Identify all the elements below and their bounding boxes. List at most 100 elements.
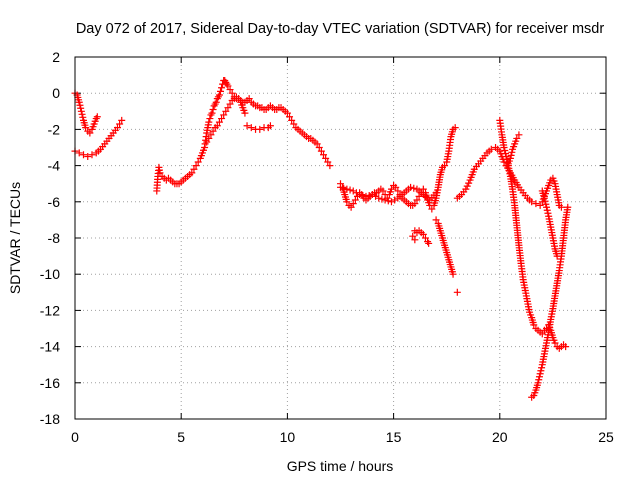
data-point	[356, 191, 364, 199]
data-point	[207, 131, 215, 139]
data-point	[541, 197, 549, 205]
data-point	[215, 91, 223, 99]
data-point	[502, 153, 510, 161]
data-point	[86, 129, 94, 137]
series-arc-2	[71, 116, 126, 161]
data-point	[266, 122, 274, 130]
data-point	[538, 364, 546, 372]
data-point	[209, 105, 217, 113]
data-point	[421, 234, 429, 242]
data-point	[194, 158, 202, 166]
x-tick-label: 5	[177, 429, 185, 445]
data-point	[540, 194, 548, 202]
data-point	[77, 107, 85, 115]
data-point	[503, 156, 511, 164]
data-point	[208, 109, 216, 117]
data-point	[218, 115, 226, 123]
data-point	[343, 185, 351, 193]
data-point	[394, 187, 402, 195]
data-point	[537, 367, 545, 375]
data-point	[77, 104, 85, 112]
data-point	[243, 122, 251, 130]
y-tick-label: -4	[48, 158, 61, 174]
data-point	[362, 192, 370, 200]
data-point	[118, 116, 126, 124]
data-point	[228, 89, 236, 97]
data-point	[347, 203, 355, 211]
data-point	[224, 104, 232, 112]
data-point	[409, 232, 417, 240]
data-point	[241, 109, 249, 117]
series-arc-16	[545, 321, 570, 352]
data-point	[346, 186, 354, 194]
data-point	[557, 203, 565, 211]
data-point	[222, 107, 230, 115]
data-point	[116, 120, 124, 128]
y-tick-label: -6	[48, 194, 61, 210]
data-point	[542, 200, 550, 208]
data-point	[562, 343, 570, 351]
series-arc-7	[337, 183, 440, 206]
data-points	[71, 77, 572, 401]
series-arc-13	[496, 116, 551, 338]
series-arc-4	[203, 93, 249, 146]
y-tick-label: -12	[40, 302, 60, 318]
data-point	[392, 183, 400, 191]
data-point	[283, 109, 291, 117]
data-point	[88, 151, 96, 159]
data-point	[313, 140, 321, 148]
data-point	[212, 98, 220, 106]
data-point	[536, 370, 544, 378]
data-point	[453, 288, 461, 296]
data-point	[256, 125, 264, 133]
data-point	[247, 124, 255, 132]
data-point	[216, 87, 224, 95]
data-point	[79, 113, 87, 121]
data-point	[465, 179, 473, 187]
data-point	[215, 118, 223, 126]
series-arc-5	[243, 122, 274, 133]
chart-title: Day 072 of 2017, Sidereal Day-to-day VTE…	[76, 21, 605, 37]
data-point	[413, 196, 421, 204]
data-point	[205, 134, 213, 142]
data-point	[113, 124, 121, 132]
data-point	[156, 169, 164, 177]
data-point	[286, 113, 294, 121]
series-arc-1	[71, 89, 101, 137]
data-point	[288, 116, 296, 124]
x-tick-label: 20	[492, 429, 508, 445]
data-point	[209, 127, 217, 135]
data-point	[501, 150, 509, 158]
series-arc-9	[432, 216, 457, 278]
data-point	[188, 169, 196, 177]
data-point	[190, 165, 198, 173]
data-point	[543, 206, 551, 214]
data-point	[82, 124, 90, 132]
data-point	[538, 330, 546, 338]
data-point	[551, 339, 559, 347]
series-arc-11	[453, 288, 461, 296]
data-point	[515, 131, 523, 139]
data-point	[536, 201, 544, 209]
data-point	[441, 162, 449, 170]
y-tick-label: 2	[52, 49, 60, 65]
data-point	[544, 209, 552, 217]
data-point	[411, 236, 419, 244]
x-tick-label: 0	[71, 429, 79, 445]
data-point	[203, 138, 211, 146]
data-point	[359, 191, 367, 199]
series-arc-14	[502, 162, 565, 211]
data-point	[553, 252, 561, 260]
data-point	[487, 145, 495, 153]
data-point	[528, 198, 536, 206]
data-point	[226, 86, 234, 94]
y-tick-label: -16	[40, 375, 60, 391]
data-point	[322, 154, 330, 162]
data-point	[387, 185, 395, 193]
data-point	[508, 148, 516, 156]
data-point	[411, 200, 419, 208]
y-axis-label: SDTVAR / TECUs	[7, 182, 23, 294]
data-point	[507, 151, 515, 159]
